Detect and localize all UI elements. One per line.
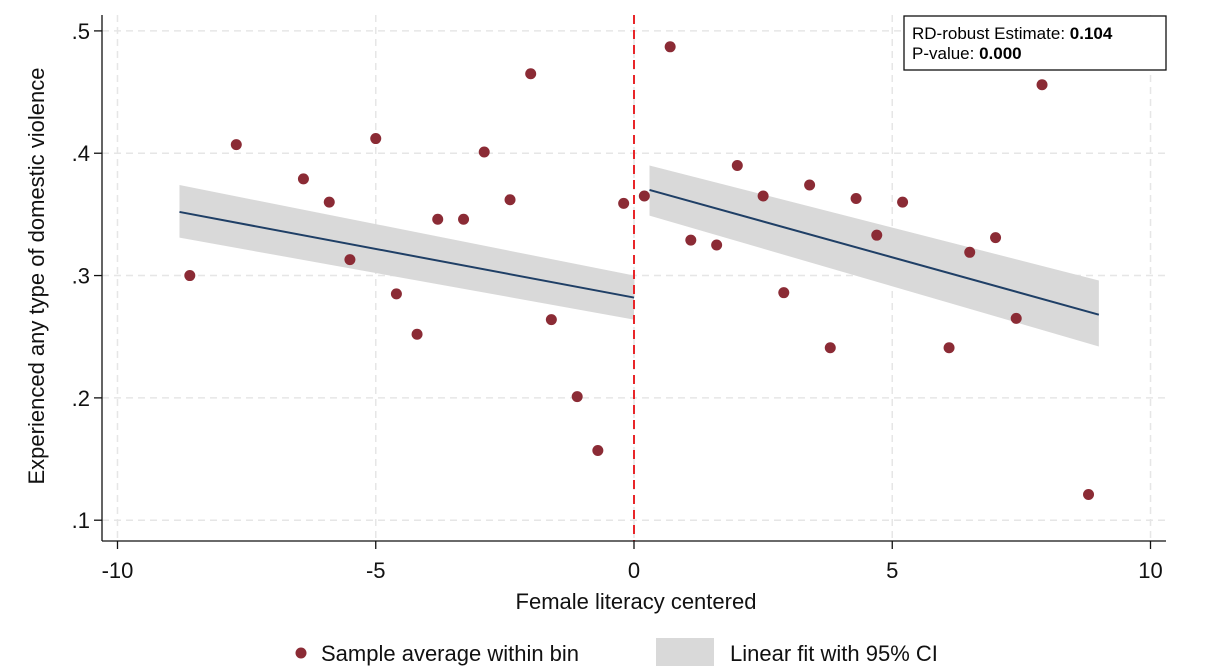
legend-marker-points — [295, 647, 307, 659]
y-axis-title: Experienced any type of domestic violenc… — [24, 67, 49, 484]
data-point — [432, 213, 444, 225]
data-point — [871, 229, 883, 241]
scatter-points — [184, 41, 1095, 501]
data-point — [230, 139, 242, 151]
data-point — [297, 173, 309, 185]
data-point — [504, 194, 516, 206]
x-tick-label: 5 — [886, 558, 898, 583]
y-tick-label: .3 — [72, 264, 90, 289]
rd-estimate-text: RD-robust Estimate: 0.104 — [912, 24, 1113, 43]
fit-line-1 — [649, 188, 1100, 316]
legend-label-points: Sample average within bin — [321, 641, 579, 666]
data-point — [685, 234, 697, 246]
annotation-box — [903, 15, 1167, 71]
tick-labels: -10 -5 0 5 10 .1 .2 .3 .4 .5 — [72, 19, 1163, 583]
p-value-text: P-value: 0.000 — [912, 44, 1022, 63]
rd-estimate-label: RD-robust Estimate: — [912, 24, 1070, 43]
fit-lines — [179, 188, 1100, 316]
data-point — [897, 196, 909, 208]
legend: Sample average within bin Linear fit wit… — [295, 638, 938, 666]
data-point — [943, 342, 955, 354]
data-point — [1083, 489, 1095, 501]
data-point — [1010, 312, 1022, 324]
data-point — [411, 328, 423, 340]
data-point — [664, 41, 676, 53]
x-tick-label: 10 — [1138, 558, 1162, 583]
y-tick-label: .5 — [72, 19, 90, 44]
ci-band-1 — [649, 165, 1099, 347]
p-value-label: P-value: — [912, 44, 979, 63]
legend-swatch-ci — [656, 638, 714, 666]
data-point — [618, 197, 630, 209]
rd-estimate-box: RD-robust Estimate: 0.104 P-value: 0.000 — [903, 15, 1167, 71]
data-point — [478, 146, 490, 158]
ci-bands — [179, 165, 1099, 347]
data-point — [390, 288, 402, 300]
fit-line-0 — [179, 210, 635, 299]
y-tick-label: .4 — [72, 141, 90, 166]
data-point — [824, 342, 836, 354]
data-point — [571, 391, 583, 403]
data-point — [592, 444, 604, 456]
data-point — [323, 196, 335, 208]
y-tick-label: .2 — [72, 386, 90, 411]
data-point — [545, 314, 557, 326]
x-axis-title: Female literacy centered — [516, 589, 757, 614]
data-point — [731, 159, 743, 171]
y-tick-label: .1 — [72, 508, 90, 533]
data-point — [1036, 79, 1048, 91]
p-value-value: 0.000 — [979, 44, 1022, 63]
data-point — [964, 246, 976, 258]
x-tick-label: -10 — [102, 558, 134, 583]
x-tick-label: -5 — [366, 558, 386, 583]
data-point — [370, 133, 382, 145]
ci-band-0 — [179, 185, 635, 320]
data-point — [804, 179, 816, 191]
data-point — [638, 190, 650, 202]
rd-estimate-value: 0.104 — [1070, 24, 1113, 43]
data-point — [711, 239, 723, 251]
x-tick-label: 0 — [628, 558, 640, 583]
data-point — [990, 232, 1002, 244]
data-point — [344, 254, 356, 266]
data-point — [757, 190, 769, 202]
data-point — [525, 68, 537, 80]
data-point — [778, 287, 790, 299]
legend-label-fit: Linear fit with 95% CI — [730, 641, 938, 666]
data-point — [458, 213, 470, 225]
data-point — [184, 270, 196, 282]
data-point — [850, 192, 862, 204]
axes — [94, 15, 1166, 549]
